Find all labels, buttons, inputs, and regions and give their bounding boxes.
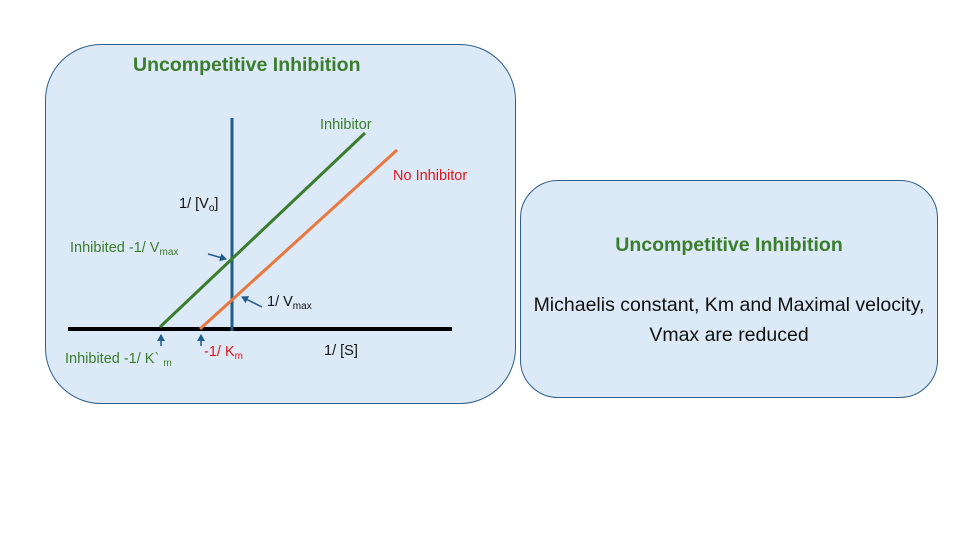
right-summary-panel [520, 180, 938, 398]
inhibitor-line [158, 131, 367, 329]
inhibited-km-label: Inhibited -1/ K` m [65, 351, 172, 369]
inhibited-vmax-label: Inhibited -1/ Vmax [70, 240, 179, 258]
x-axis-label: 1/ [S] [324, 343, 358, 359]
summary-text: Michaelis constant, Km and Maximal veloc… [533, 294, 925, 346]
no-inhibitor-series-label: No Inhibitor [393, 168, 468, 184]
vmax-label: 1/ Vmax [267, 294, 312, 312]
left-panel-title: Uncompetitive Inhibition [133, 54, 361, 76]
left-diagram-panel [45, 44, 516, 404]
inhibited-vmax-arrow [207, 253, 227, 262]
no-inhibitor-line [198, 148, 399, 331]
inhibitor-series-label: Inhibitor [320, 117, 372, 133]
vmax-arrow [241, 296, 263, 308]
right-panel-title: Uncompetitive Inhibition [615, 234, 843, 256]
km-label: -1/ Km [204, 344, 243, 362]
y-axis-label: 1/ [Vo] [179, 196, 219, 214]
